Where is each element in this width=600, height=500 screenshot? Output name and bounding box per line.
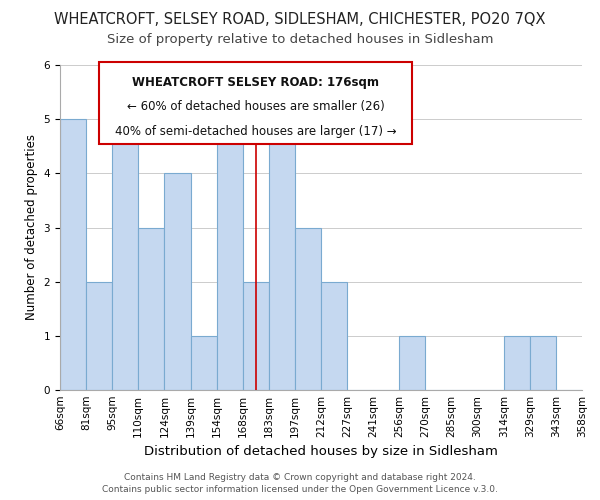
Y-axis label: Number of detached properties: Number of detached properties — [25, 134, 38, 320]
Text: ← 60% of detached houses are smaller (26): ← 60% of detached houses are smaller (26… — [127, 100, 385, 114]
FancyBboxPatch shape — [99, 62, 412, 144]
X-axis label: Distribution of detached houses by size in Sidlesham: Distribution of detached houses by size … — [144, 446, 498, 458]
Bar — [112, 119, 139, 390]
Bar — [243, 282, 269, 390]
Bar — [321, 282, 347, 390]
Bar — [504, 336, 530, 390]
Bar — [400, 336, 425, 390]
Bar — [217, 119, 243, 390]
Bar — [164, 174, 191, 390]
Text: WHEATCROFT, SELSEY ROAD, SIDLESHAM, CHICHESTER, PO20 7QX: WHEATCROFT, SELSEY ROAD, SIDLESHAM, CHIC… — [54, 12, 546, 28]
Text: Contains public sector information licensed under the Open Government Licence v.: Contains public sector information licen… — [102, 485, 498, 494]
Text: WHEATCROFT SELSEY ROAD: 176sqm: WHEATCROFT SELSEY ROAD: 176sqm — [132, 76, 379, 89]
Bar — [191, 336, 217, 390]
Bar — [295, 228, 321, 390]
Bar — [269, 119, 295, 390]
Text: Contains HM Land Registry data © Crown copyright and database right 2024.: Contains HM Land Registry data © Crown c… — [124, 474, 476, 482]
Text: Size of property relative to detached houses in Sidlesham: Size of property relative to detached ho… — [107, 32, 493, 46]
Bar — [530, 336, 556, 390]
Bar — [139, 228, 164, 390]
Bar — [60, 119, 86, 390]
Bar — [86, 282, 112, 390]
Text: 40% of semi-detached houses are larger (17) →: 40% of semi-detached houses are larger (… — [115, 125, 397, 138]
